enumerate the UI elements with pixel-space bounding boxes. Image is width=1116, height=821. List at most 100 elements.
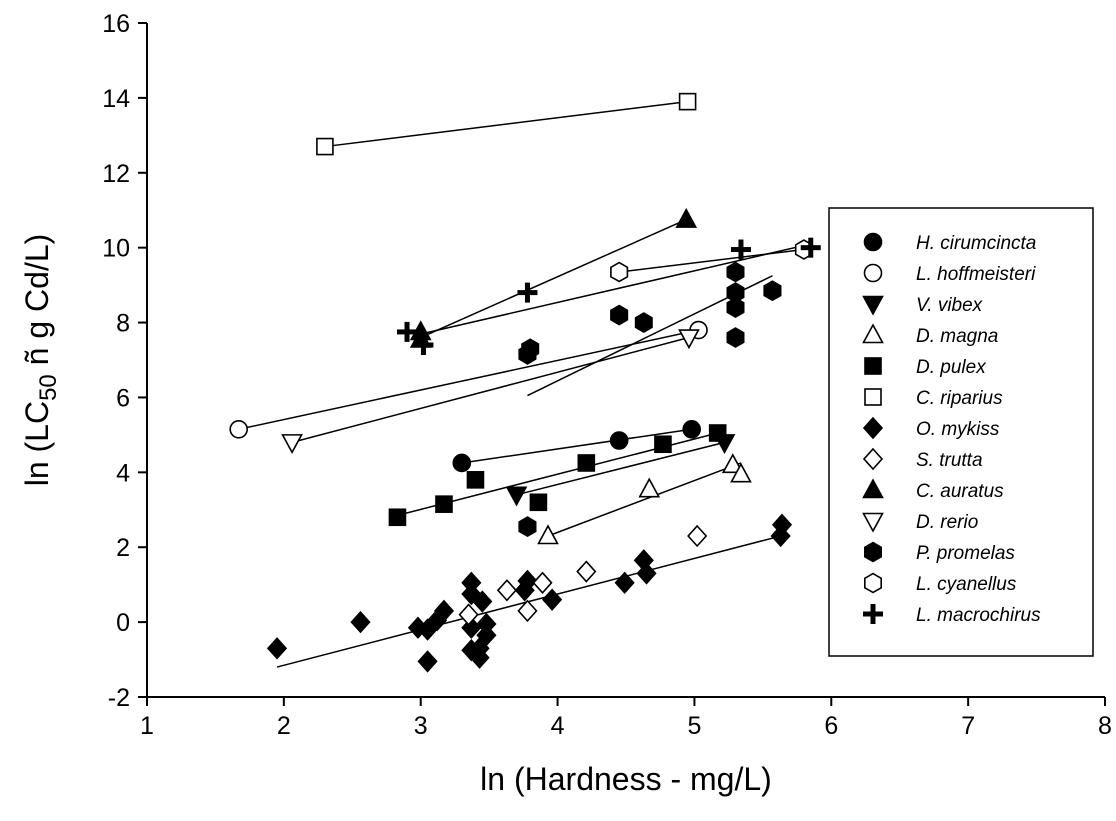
fit-line-l-cyanellus bbox=[619, 248, 805, 273]
data-point bbox=[517, 599, 538, 623]
data-point bbox=[636, 562, 657, 585]
series-o-mykiss bbox=[266, 513, 793, 673]
data-point bbox=[521, 338, 540, 360]
data-point bbox=[800, 237, 821, 258]
fit-line-c-auratus bbox=[420, 218, 687, 339]
y-tick-label: 16 bbox=[102, 10, 130, 38]
legend-label: S. trutta bbox=[916, 450, 983, 471]
legend-item-p-promelas: P. promelas bbox=[863, 541, 1015, 564]
y-axis-title-suffix: ñ g Cd/L) bbox=[19, 234, 55, 375]
fit-line-d-magna bbox=[547, 462, 742, 537]
legend-item-l-macrochirus: L. macrochirus bbox=[863, 604, 1041, 626]
legend-marker bbox=[864, 388, 882, 406]
data-points bbox=[229, 92, 821, 673]
y-tick-label: 0 bbox=[116, 609, 130, 637]
y-axis-title-prefix: ln (LC bbox=[19, 401, 55, 486]
legend-label: L. hoffmeisteri bbox=[916, 264, 1036, 285]
y-tick-label: 14 bbox=[102, 85, 130, 113]
y-tick-label: 4 bbox=[116, 459, 130, 487]
legend-marker bbox=[862, 512, 884, 533]
data-point bbox=[517, 282, 538, 303]
data-point bbox=[397, 321, 418, 342]
data-point bbox=[529, 493, 548, 512]
x-tick-label: 8 bbox=[1098, 712, 1112, 740]
data-point bbox=[496, 579, 518, 602]
series-h-cirumcincta bbox=[452, 419, 701, 473]
x-tick-label: 1 bbox=[140, 712, 154, 740]
data-point bbox=[532, 571, 553, 594]
y-tick-label: 2 bbox=[116, 534, 130, 562]
data-point bbox=[458, 603, 479, 626]
data-point bbox=[537, 524, 559, 545]
series-d-pulex bbox=[388, 424, 727, 527]
legend-marker bbox=[862, 323, 884, 344]
legend-marker bbox=[862, 447, 884, 471]
data-point bbox=[433, 599, 455, 623]
data-point bbox=[229, 419, 248, 439]
legend-label: C. auratus bbox=[916, 481, 1004, 502]
legend-label: D. rerio bbox=[916, 512, 978, 533]
data-point bbox=[518, 516, 537, 538]
data-point bbox=[687, 524, 708, 548]
x-tick-label: 3 bbox=[414, 712, 428, 740]
data-point bbox=[413, 335, 434, 356]
legend-marker bbox=[862, 416, 884, 440]
y-axis-ticks: -2 0 2 4 6 8 10 12 14 16 bbox=[102, 10, 147, 712]
data-point bbox=[771, 513, 793, 536]
y-tick-label: 10 bbox=[102, 235, 130, 263]
fit-line-l-macrochirus bbox=[413, 243, 811, 337]
x-tick-label: 4 bbox=[551, 712, 565, 740]
data-point bbox=[721, 453, 744, 474]
data-point bbox=[517, 569, 538, 593]
legend-marker bbox=[862, 478, 884, 499]
data-point bbox=[388, 508, 407, 527]
legend-marker bbox=[863, 541, 883, 563]
x-tick-label: 7 bbox=[961, 712, 975, 740]
legend-item-c-riparius: C. riparius bbox=[864, 388, 1003, 409]
legend-label: V. vibex bbox=[916, 295, 984, 316]
data-point bbox=[726, 297, 745, 319]
legend-label: D. pulex bbox=[916, 357, 987, 378]
data-point bbox=[682, 419, 701, 439]
legend-marker bbox=[863, 572, 883, 594]
data-point bbox=[610, 304, 629, 326]
data-point bbox=[763, 280, 782, 302]
data-point bbox=[452, 453, 472, 473]
legend-label: D. magna bbox=[916, 326, 998, 347]
legend-item-d-pulex: D. pulex bbox=[864, 357, 987, 378]
data-point bbox=[542, 588, 563, 611]
data-point bbox=[708, 424, 727, 442]
data-point bbox=[266, 637, 288, 660]
fit-line-c-riparius bbox=[324, 100, 688, 148]
x-axis-ticks: 1 2 3 4 5 6 7 8 bbox=[140, 697, 1112, 740]
data-point bbox=[730, 239, 751, 260]
legend-marker bbox=[863, 232, 883, 252]
series-l-macrochirus bbox=[397, 237, 821, 356]
legend-item-o-mykiss: O. mykiss bbox=[862, 416, 1000, 440]
legend-item-s-trutta: S. trutta bbox=[862, 447, 983, 471]
data-point bbox=[730, 462, 752, 483]
data-point bbox=[576, 560, 597, 583]
legend-item-l-hoffmeisteri: L. hoffmeisteri bbox=[863, 263, 1036, 285]
data-point bbox=[350, 610, 371, 634]
data-point bbox=[726, 261, 745, 283]
fit-line-l-hoffmeisteri bbox=[238, 329, 699, 431]
y-axis-title: ln (LC50 ñ g Cd/L) bbox=[19, 234, 62, 487]
legend-label: L. macrochirus bbox=[916, 605, 1041, 626]
legend-marker bbox=[864, 357, 882, 375]
fit-line-h-cirumcincta bbox=[461, 428, 692, 464]
series-p-promelas bbox=[518, 261, 782, 538]
x-axis-title: ln (Hardness - mg/L) bbox=[480, 761, 772, 797]
data-point bbox=[726, 327, 745, 348]
data-point bbox=[609, 431, 629, 450]
y-tick-label: 12 bbox=[102, 160, 130, 188]
data-point bbox=[505, 486, 528, 507]
legend-marker bbox=[863, 263, 883, 283]
legend-label: P. promelas bbox=[916, 543, 1015, 564]
data-point bbox=[638, 477, 661, 498]
data-point bbox=[281, 434, 303, 455]
legend-label: C. riparius bbox=[916, 388, 1003, 409]
legend-item-v-vibex: V. vibex bbox=[862, 295, 984, 316]
legend: H. cirumcincta L. hoffmeisteri V. vibex D. … bbox=[828, 207, 1094, 657]
x-tick-label: 5 bbox=[687, 712, 701, 740]
